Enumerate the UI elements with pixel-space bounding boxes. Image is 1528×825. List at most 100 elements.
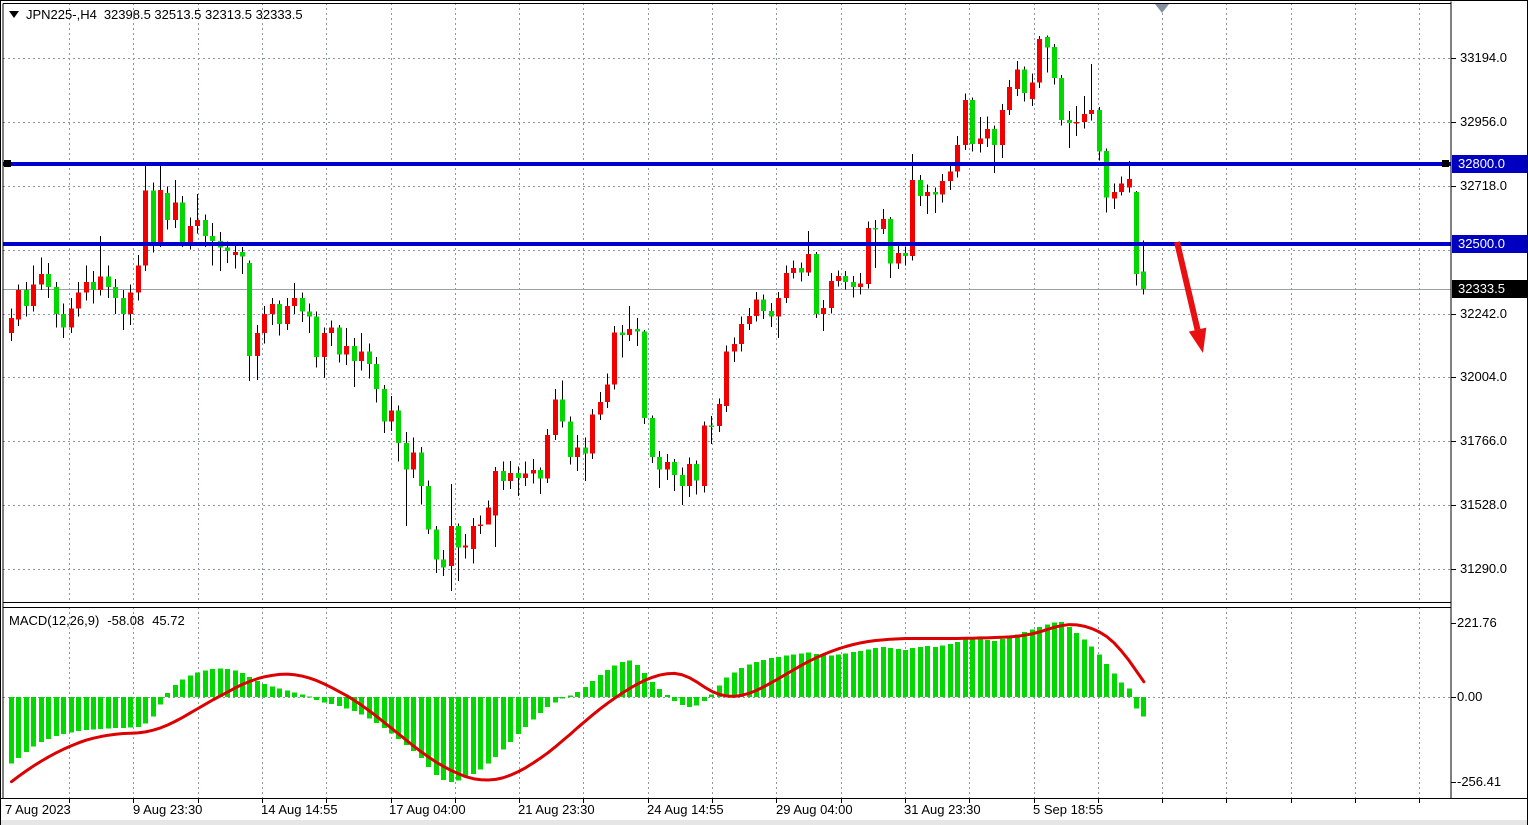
macd-histogram-bar	[478, 697, 483, 770]
macd-histogram-bar	[1045, 624, 1050, 697]
candle-body-down	[583, 447, 588, 454]
candle-body-up	[463, 545, 468, 548]
macd-histogram-bar	[754, 661, 759, 697]
chart-shift-marker-icon[interactable]	[1155, 4, 1169, 13]
macd-histogram-bar	[165, 693, 170, 697]
time-axis-label[interactable]: 5 Sep 18:55	[1033, 802, 1104, 817]
macd-histogram-bar	[657, 689, 662, 697]
price-axis-label[interactable]: 31290.0	[1460, 561, 1507, 576]
macd-histogram-bar	[1104, 663, 1109, 697]
symbol-dropdown-icon[interactable]	[9, 11, 19, 18]
macd-histogram-bar	[270, 686, 275, 697]
trend-arrow-shaft[interactable]	[1174, 241, 1201, 331]
price-axis-label[interactable]: 32242.0	[1460, 306, 1507, 321]
macd-histogram	[9, 622, 1146, 783]
hline-handle-left[interactable]	[4, 160, 11, 167]
time-axis-label[interactable]: 21 Aug 23:30	[518, 802, 595, 817]
candle-body-up	[322, 332, 327, 357]
candle-body-up	[255, 332, 260, 356]
candle-body-up	[1037, 38, 1042, 83]
candle-body-down	[672, 462, 677, 476]
candle-body-up	[553, 399, 558, 435]
time-axis-label[interactable]: 24 Aug 14:55	[647, 802, 724, 817]
candle-body-down	[210, 236, 215, 242]
candle-body-down	[501, 471, 506, 481]
macd-histogram-bar	[851, 652, 856, 697]
macd-histogram-bar	[739, 667, 744, 697]
macd-histogram-bar	[173, 685, 178, 697]
price-axis-label[interactable]: 32004.0	[1460, 369, 1507, 384]
candle-body-down	[434, 529, 439, 560]
macd-histogram-bar	[352, 697, 357, 711]
candle-body-down	[1052, 46, 1057, 78]
candle-body-down	[1097, 109, 1102, 152]
candle-body-down	[314, 316, 319, 357]
candle-body-up	[858, 283, 863, 287]
macd-histogram-bar	[486, 697, 491, 764]
price-axis-label[interactable]: 31766.0	[1460, 433, 1507, 448]
candle-body-up	[1089, 109, 1094, 115]
macd-histogram-bar	[508, 697, 513, 742]
candle-body-up	[84, 281, 89, 293]
price-axis-label[interactable]: 32718.0	[1460, 178, 1507, 193]
hline-price-badge-32800[interactable]: 32800.0	[1452, 155, 1527, 173]
macd-histogram-bar	[955, 641, 960, 697]
macd-histogram-bar	[948, 643, 953, 697]
candle-body-down	[888, 218, 893, 264]
macd-histogram-bar	[702, 697, 707, 701]
candle-body-down	[1104, 150, 1109, 198]
candle-body-up	[702, 425, 707, 486]
candle-body-down	[903, 253, 908, 256]
hline-handle-right[interactable]	[1442, 160, 1449, 167]
time-axis-label[interactable]: 31 Aug 23:30	[904, 802, 981, 817]
macd-histogram-bar	[1037, 626, 1042, 697]
candle-body-up	[173, 202, 178, 221]
macd-histogram-bar	[128, 697, 133, 728]
candle-body-down	[54, 287, 59, 315]
macd-histogram-bar	[277, 688, 282, 697]
macd-histogram-bar	[821, 654, 826, 697]
macd-name: MACD(12,26,9)	[9, 613, 100, 628]
macd-histogram-bar	[747, 664, 752, 697]
hline-price-badge-32500[interactable]: 32500.0	[1452, 235, 1527, 253]
macd-histogram-bar	[1097, 654, 1102, 697]
candle-body-up	[285, 305, 290, 324]
price-axis-label[interactable]: 32956.0	[1460, 114, 1507, 129]
macd-histogram-bar	[61, 697, 66, 735]
macd-histogram-bar	[1089, 646, 1094, 697]
macd-histogram-bar	[925, 646, 930, 697]
macd-histogram-bar	[829, 655, 834, 697]
candle-body-up	[687, 463, 692, 486]
time-axis-label[interactable]: 7 Aug 2023	[5, 802, 71, 817]
macd-axis-label[interactable]: -256.41	[1457, 774, 1502, 789]
candle-body-down	[568, 421, 573, 457]
macd-histogram-bar	[307, 696, 312, 698]
macd-histogram-bar	[441, 697, 446, 781]
macd-main-value: -58.08	[107, 613, 145, 628]
macd-histogram-bar	[143, 697, 148, 724]
macd-histogram-bar	[404, 697, 409, 745]
macd-histogram-bar	[598, 675, 603, 697]
price-axis-label[interactable]: 31528.0	[1460, 497, 1507, 512]
macd-histogram-bar	[665, 695, 670, 697]
time-axis-label[interactable]: 29 Aug 04:00	[776, 802, 853, 817]
macd-axis-label[interactable]: 0.00	[1457, 689, 1483, 704]
price-axis-label[interactable]: 33194.0	[1460, 50, 1507, 65]
macd-histogram-bar	[531, 697, 536, 720]
macd-histogram-bar	[866, 649, 871, 697]
time-axis-label[interactable]: 9 Aug 23:30	[133, 802, 203, 817]
macd-histogram-bar	[769, 658, 774, 697]
macd-histogram-bar	[858, 650, 863, 697]
candle-body-up	[612, 332, 617, 385]
time-axis-label[interactable]: 14 Aug 14:55	[261, 802, 338, 817]
candle-body-up	[948, 171, 953, 182]
candle-body-up	[1074, 121, 1079, 124]
macd-histogram-bar	[1127, 688, 1132, 697]
time-axis-label[interactable]: 17 Aug 04:00	[389, 802, 466, 817]
macd-axis-label[interactable]: 221.76	[1457, 615, 1497, 630]
macd-histogram-bar	[84, 697, 89, 731]
macd-histogram-bar	[136, 697, 141, 728]
trend-arrow-head[interactable]	[1188, 327, 1207, 353]
candle-body-down	[1045, 37, 1050, 48]
